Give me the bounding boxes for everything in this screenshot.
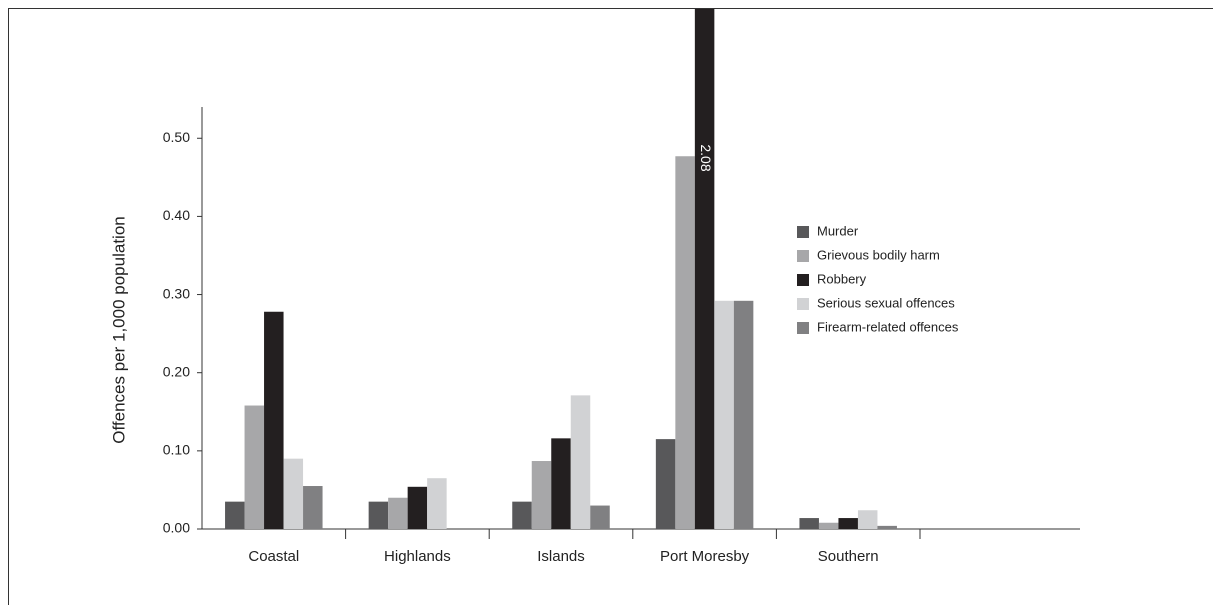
- bar: [714, 301, 734, 529]
- x-tick-label: Port Moresby: [660, 548, 750, 565]
- x-tick-label: Coastal: [248, 548, 299, 565]
- bar: [369, 502, 389, 529]
- legend-swatch: [797, 250, 809, 262]
- y-tick-label: 0.30: [163, 285, 190, 301]
- legend-label: Robbery: [817, 271, 867, 286]
- legend-label: Serious sexual offences: [817, 295, 955, 310]
- bar: [512, 502, 532, 529]
- legend-swatch: [797, 274, 809, 286]
- bars: [225, 0, 897, 529]
- y-tick-label: 0.40: [163, 207, 190, 223]
- value-label: 2.08: [698, 144, 714, 171]
- y-tick-label: 0.10: [163, 442, 190, 458]
- legend-swatch: [797, 226, 809, 238]
- bar: [590, 506, 610, 529]
- bar: [264, 312, 284, 529]
- y-tick-label: 0.20: [163, 363, 190, 379]
- legend-label: Murder: [817, 223, 859, 238]
- y-tick-label: 0.50: [163, 129, 190, 145]
- bar: [532, 461, 552, 529]
- bar: [656, 439, 676, 529]
- bar: [303, 486, 323, 529]
- bar: [408, 487, 428, 529]
- frame: [9, 9, 1213, 606]
- y-tick-label: 0.00: [163, 520, 190, 536]
- bar: [571, 395, 591, 529]
- legend-label: Grievous bodily harm: [817, 247, 940, 262]
- bar: [799, 518, 819, 529]
- bar: [819, 523, 839, 529]
- y-axis-label: Offences per 1,000 population: [109, 216, 128, 443]
- bar: [427, 478, 447, 529]
- bar: [245, 406, 264, 529]
- legend-label: Firearm-related offences: [817, 319, 959, 334]
- bar: [838, 518, 858, 529]
- bar: [675, 156, 695, 529]
- x-tick-label: Southern: [818, 548, 879, 565]
- x-tick-label: Highlands: [384, 548, 451, 565]
- x-tick-label: Islands: [537, 548, 585, 565]
- bar: [695, 0, 715, 529]
- bar: [877, 526, 897, 529]
- legend: Murder Grievous bodily harm Robbery Serious…: [797, 223, 959, 334]
- legend-swatch: [797, 322, 809, 334]
- bar: [388, 498, 408, 529]
- bar: [284, 459, 304, 529]
- legend-swatch: [797, 298, 809, 310]
- bar: [858, 510, 878, 529]
- bar: [734, 301, 754, 529]
- bar: [551, 438, 571, 529]
- bar: [225, 502, 245, 529]
